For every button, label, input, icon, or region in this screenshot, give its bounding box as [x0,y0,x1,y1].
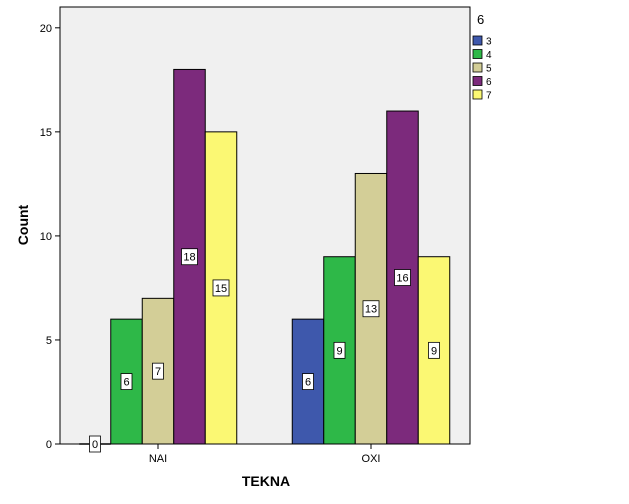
data-label: 7 [155,366,161,378]
y-tick-label: 15 [40,127,52,139]
data-label-box [120,373,133,390]
data-labels: 0 6 7 18 15 6 9 13 16 9 [89,248,440,453]
data-label-box [362,300,380,318]
y-tick-label: 10 [40,231,52,243]
bar [386,110,419,445]
data-label-box [181,248,198,266]
legend-swatch [472,89,483,100]
data-label-box [333,341,346,359]
data-label: 15 [215,283,227,295]
y-tick-label: 5 [46,335,52,347]
data-label-box [302,373,314,390]
data-label: 16 [396,273,408,285]
data-label: 6 [123,377,129,389]
legend-label: 5 [486,64,492,75]
data-label-box [212,279,230,297]
y-axis-title: Count [15,204,31,245]
legend-label: 3 [486,37,492,48]
x-axis-title: TEKNA [242,473,290,489]
data-label: 13 [365,304,377,316]
data-label-box [152,362,164,380]
data-label: 9 [336,345,342,357]
legend-label: 6 [486,77,492,88]
legend-swatch [472,35,483,46]
x-tick-label: NAI [149,453,167,465]
legend-swatch [472,62,483,73]
data-label-box [394,269,411,286]
y-axis: 0 5 10 15 20 [40,23,60,451]
legend-swatch [472,76,483,86]
y-tick-label: 20 [40,23,52,35]
legend-title: 6 [477,12,484,27]
legend-label: 7 [486,91,492,102]
legend: 6 3 4 5 6 7 [472,12,492,102]
data-label: 9 [431,345,437,357]
legend-label: 4 [486,50,492,61]
data-label: 18 [183,252,195,264]
x-tick-label: OXI [362,453,381,465]
data-label: 0 [92,439,98,451]
legend-swatch [472,49,483,59]
y-tick-label: 0 [46,439,52,451]
data-label-box [89,435,101,453]
data-label-box [428,341,440,359]
x-axis: NAI OXI [149,444,381,465]
data-label: 6 [305,377,311,389]
